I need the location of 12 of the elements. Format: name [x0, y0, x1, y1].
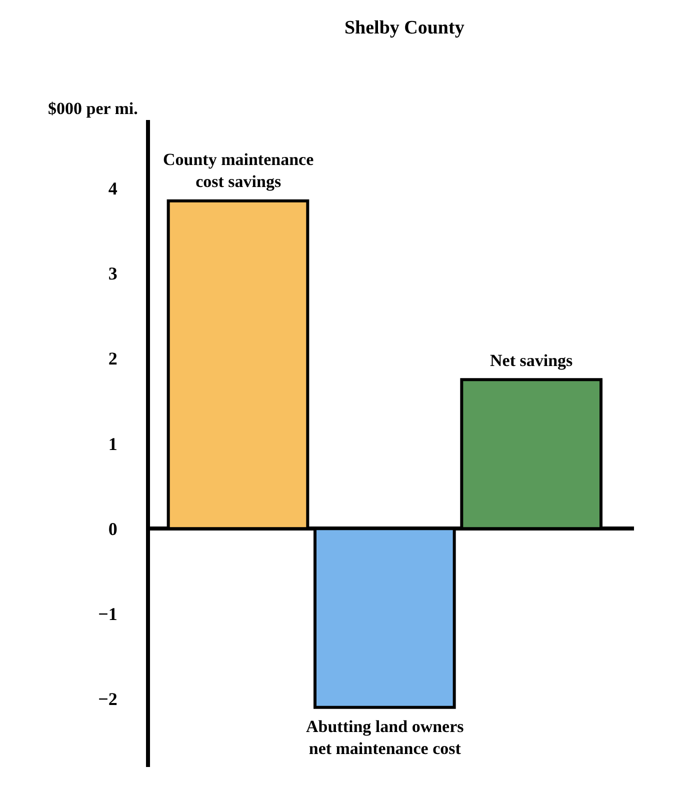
chart-title: Shelby County	[344, 17, 465, 38]
x-tick-label: County maintenance cost savings	[163, 150, 314, 192]
y-axis-title: $000 per mi.	[48, 99, 138, 118]
y-tick-label: 4	[108, 178, 118, 198]
y-tick-label: 2	[108, 348, 118, 369]
x-tick-label: Net savings	[490, 351, 574, 370]
y-tick-label: 3	[108, 264, 118, 284]
y-tick-label: 1	[108, 434, 118, 454]
y-tick-label: 0	[108, 518, 118, 539]
x-tick-label: Abutting land owners net maintenance cost	[306, 717, 464, 758]
y-tick-label: −1	[98, 604, 118, 624]
y-tick-label: −2	[98, 689, 118, 710]
